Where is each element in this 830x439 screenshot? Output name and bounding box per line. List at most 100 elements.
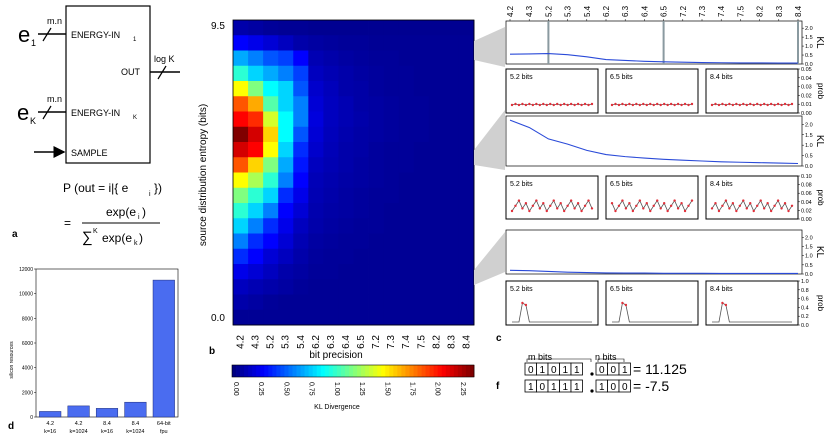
- heatmap-cell: [413, 264, 430, 280]
- prob-ytick: 0.2: [801, 314, 809, 320]
- heatmap-cell: [323, 187, 339, 204]
- heatmap-cell: [428, 35, 445, 51]
- prob-inset-point: [652, 204, 655, 207]
- heatmap-cell: [413, 142, 430, 158]
- heatmap-cell: [233, 203, 249, 219]
- heatmap-cell: [293, 65, 309, 82]
- heatmap-cell: [233, 142, 249, 158]
- heatmap-cell: [428, 264, 445, 280]
- prob-ytick: 0.05: [801, 67, 812, 73]
- port-energy-in-k-sub: K: [133, 115, 137, 121]
- colorbar-segment: [308, 365, 314, 377]
- b-ytick-top: 9.5: [211, 21, 225, 32]
- heatmap-cell: [278, 142, 294, 158]
- heatmap-cell: [428, 248, 445, 265]
- heatmap-cell: [248, 218, 264, 234]
- heatmap-cell: [338, 111, 354, 128]
- prob-inset-frame: [505, 68, 599, 114]
- colorbar-segment: [433, 365, 439, 377]
- heatmap-cell: [458, 157, 475, 173]
- heatmap-cell: [413, 172, 430, 189]
- prob-inset-point: [576, 102, 580, 106]
- bar-category-label: k=16: [101, 429, 113, 435]
- heatmap-cell: [248, 233, 264, 250]
- bar-category-label: k=16: [44, 429, 56, 435]
- heatmap-cell: [353, 142, 369, 158]
- colorbar-segment: [449, 365, 455, 377]
- prob-inset-point: [690, 199, 694, 202]
- port-sample: SAMPLE: [71, 148, 108, 158]
- prob-inset-point: [731, 103, 735, 107]
- input-ek-sub: K: [30, 116, 36, 126]
- prob-inset-point: [728, 207, 731, 210]
- heatmap-cell: [353, 279, 369, 295]
- heatmap-cell: [443, 126, 460, 143]
- heatmap-cell: [383, 96, 400, 112]
- heatmap-cell: [248, 81, 264, 97]
- heatmap-cell: [263, 157, 279, 173]
- bit-value: 0: [622, 382, 628, 393]
- heatmap-cell: [233, 187, 249, 204]
- prob-ytick: 0.02: [801, 208, 812, 214]
- heatmap-cell: [368, 218, 385, 234]
- c-top-xtick: 6.5: [660, 5, 669, 17]
- colorbar-segment: [276, 365, 281, 377]
- heatmap-cell: [383, 20, 400, 36]
- heatmap-cell: [293, 218, 309, 234]
- prob-inset-point: [545, 103, 548, 107]
- heatmap-cell: [443, 218, 460, 234]
- heatmap-cell: [458, 264, 475, 280]
- prob-inset-point: [762, 102, 766, 106]
- c-top-xtick: 4.2: [506, 5, 515, 17]
- prob-inset-point: [559, 103, 562, 107]
- prob-inset-point: [714, 202, 717, 205]
- colorbar-segment: [340, 365, 346, 377]
- colorbar-segment: [373, 365, 378, 377]
- heatmap-cell: [323, 309, 339, 326]
- heatmap-cell: [323, 50, 339, 67]
- prob-inset-point: [710, 103, 714, 107]
- prob-inset-point: [628, 202, 631, 205]
- prob-inset-point: [624, 303, 628, 307]
- colorbar-tick: 1.00: [333, 382, 340, 396]
- heatmap-cell: [413, 279, 430, 295]
- kl-ytick: 0.5: [805, 154, 813, 160]
- bar: [95, 408, 119, 418]
- heatmap-cell: [248, 96, 264, 112]
- heatmap-cell: [413, 81, 430, 97]
- heatmap-cell: [323, 157, 339, 173]
- prob-inset-label: 6.5 bits: [610, 74, 633, 81]
- prob-inset-frame: [505, 175, 599, 220]
- heatmap-cell: [458, 248, 475, 265]
- heatmap-cell: [233, 294, 249, 311]
- bar: [67, 405, 90, 418]
- heatmap-cell: [323, 218, 339, 234]
- prob-inset-point: [524, 303, 528, 307]
- heatmap-cell: [443, 65, 460, 82]
- colorbar-segment: [292, 365, 297, 377]
- prob-ytick: 0.00: [801, 111, 812, 117]
- bar: [152, 279, 175, 418]
- prob-inset-point: [773, 103, 776, 107]
- bit-value: 0: [599, 365, 605, 376]
- formula-lhs-sub: i: [149, 191, 151, 198]
- prob-inset-point: [669, 102, 673, 106]
- m-bits-bracket: [526, 358, 592, 362]
- heatmap-cell: [353, 172, 369, 189]
- heatmap-cell: [308, 309, 324, 326]
- heatmap-cell: [383, 50, 400, 67]
- heatmap-cell: [443, 142, 460, 158]
- heatmap-cell: [308, 111, 324, 128]
- prob-inset-frame: [705, 68, 799, 114]
- heatmap-cell: [263, 111, 279, 128]
- colorbar-segment: [377, 365, 382, 377]
- colorbar-segment: [312, 365, 318, 377]
- n-bits-label: n bits: [595, 352, 617, 362]
- prob-ytick: 0.04: [801, 200, 812, 206]
- prob-inset-point: [552, 199, 555, 202]
- prob-inset-point: [656, 199, 659, 202]
- prob-inset-point: [580, 103, 583, 107]
- heatmap-cell: [398, 279, 415, 295]
- bar-ytick: 10000: [19, 292, 33, 298]
